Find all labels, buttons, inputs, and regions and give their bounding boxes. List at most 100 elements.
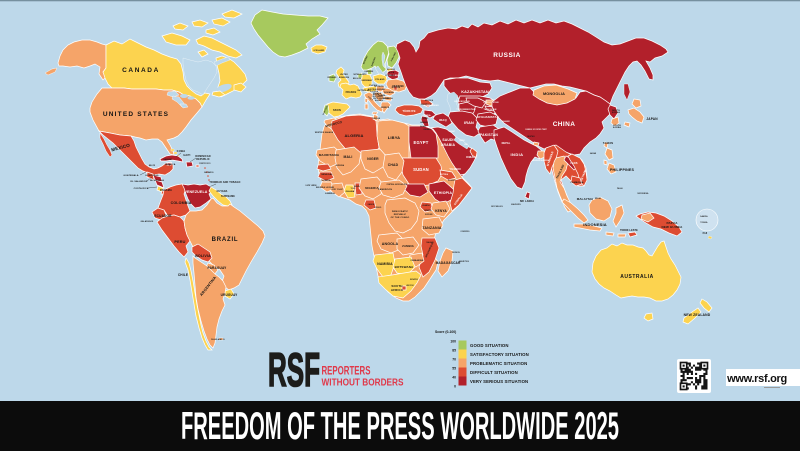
svg-text:THAILAND: THAILAND <box>555 164 565 180</box>
svg-text:HUNGARY: HUNGARY <box>376 88 386 91</box>
svg-text:CHINESE OCCUPIED TIBET: CHINESE OCCUPIED TIBET <box>525 129 547 131</box>
svg-text:SPAIN: SPAIN <box>333 109 341 112</box>
svg-text:ZAMBIA: ZAMBIA <box>402 244 414 248</box>
svg-text:ROMANIA: ROMANIA <box>384 91 394 94</box>
svg-text:KINGDOM: KINGDOM <box>339 77 349 79</box>
svg-text:CUBA: CUBA <box>177 149 186 153</box>
svg-text:NEPAL: NEPAL <box>502 142 511 145</box>
svg-text:BARBADOS: BARBADOS <box>204 171 213 174</box>
svg-text:SATISFACTORY SITUATION: SATISFACTORY SITUATION <box>470 352 529 357</box>
svg-text:GUYANA: GUYANA <box>216 190 227 193</box>
svg-text:LEBANON: LEBANON <box>420 121 428 124</box>
svg-text:IRELAND: IRELAND <box>327 76 337 79</box>
svg-text:SOMALIA: SOMALIA <box>453 193 464 206</box>
svg-text:40: 40 <box>452 376 456 380</box>
svg-text:GERMANY: GERMANY <box>361 79 373 82</box>
svg-text:CYPRUS: CYPRUS <box>422 118 429 120</box>
svg-text:GREECE: GREECE <box>381 107 390 109</box>
svg-text:COLOMBIA: COLOMBIA <box>171 201 192 205</box>
svg-text:SIERRA LEONE: SIERRA LEONE <box>316 186 335 189</box>
svg-text:SWEDEN: SWEDEN <box>371 57 376 67</box>
svg-text:NAMIBIA: NAMIBIA <box>377 262 393 266</box>
svg-text:BHUTAN: BHUTAN <box>527 135 534 138</box>
svg-text:CAMBODIA: CAMBODIA <box>570 181 584 184</box>
svg-text:MONTENEGRO: MONTENEGRO <box>373 96 384 98</box>
svg-text:COMOROS: COMOROS <box>461 231 470 233</box>
svg-text:INDIA: INDIA <box>511 152 524 157</box>
svg-text:KYRGYZSTAN: KYRGYZSTAN <box>483 101 499 104</box>
svg-text:NORWAY: NORWAY <box>362 54 369 65</box>
svg-text:MADAGASCAR: MADAGASCAR <box>436 261 461 265</box>
svg-text:NIGER: NIGER <box>367 157 379 161</box>
svg-text:NETHERLANDS: NETHERLANDS <box>354 73 367 76</box>
svg-text:NIGERIA: NIGERIA <box>365 186 379 190</box>
svg-text:KENYA: KENYA <box>435 209 447 213</box>
svg-text:BOSNIA: BOSNIA <box>373 93 379 96</box>
svg-text:IVORY COAST: IVORY COAST <box>331 188 343 191</box>
svg-text:MALAYSIA: MALAYSIA <box>577 197 594 201</box>
svg-text:TUNISIA: TUNISIA <box>372 117 381 120</box>
svg-text:DOMINICAN: DOMINICAN <box>195 155 210 158</box>
svg-text:URUGUAY: URUGUAY <box>221 293 239 297</box>
svg-text:TAJIKISTAN: TAJIKISTAN <box>484 108 497 111</box>
svg-text:55: 55 <box>452 367 456 371</box>
svg-text:REPUBLIC: REPUBLIC <box>196 158 210 161</box>
svg-text:BURUNDI: BURUNDI <box>425 214 433 216</box>
svg-text:KOREA: KOREA <box>612 111 620 114</box>
svg-text:UNITED STATES: UNITED STATES <box>103 111 169 118</box>
svg-text:BELARUS: BELARUS <box>388 74 400 77</box>
svg-text:MOLDOVA: MOLDOVA <box>392 86 401 89</box>
svg-text:CROATIA: CROATIA <box>373 92 382 95</box>
svg-text:PALAU: PALAU <box>617 187 623 190</box>
svg-text:JAMAICA: JAMAICA <box>164 163 175 166</box>
svg-text:BULGARIA: BULGARIA <box>383 97 393 100</box>
svg-text:GUATEMALA: GUATEMALA <box>123 174 138 177</box>
svg-text:LITHUANIA: LITHUANIA <box>385 74 395 77</box>
svg-text:BELIZE: BELIZE <box>149 165 155 167</box>
svg-text:85: 85 <box>452 349 456 353</box>
svg-text:PROBLEMATIC SITUATION: PROBLEMATIC SITUATION <box>470 361 527 366</box>
svg-text:VENEZUELA: VENEZUELA <box>184 190 207 194</box>
svg-text:FINLAND: FINLAND <box>390 51 397 62</box>
svg-text:JAPAN: JAPAN <box>646 117 658 121</box>
svg-text:ZIMBABWE: ZIMBABWE <box>410 259 424 262</box>
svg-text:AUSTRALIA: AUSTRALIA <box>620 274 653 280</box>
svg-text:BENIN: BENIN <box>354 186 359 188</box>
svg-text:DENMARK: DENMARK <box>365 70 374 73</box>
svg-text:IRAN: IRAN <box>464 121 474 125</box>
svg-text:UAE: UAE <box>464 143 467 146</box>
svg-text:SERBIA: SERBIA <box>379 94 387 97</box>
svg-text:REUNION: REUNION <box>452 252 459 254</box>
svg-text:PHILIPPINES: PHILIPPINES <box>610 168 634 172</box>
svg-text:CHAD: CHAD <box>388 163 399 167</box>
svg-text:UKRAINE: UKRAINE <box>392 85 404 88</box>
svg-text:KAZAKHSTAN: KAZAKHSTAN <box>461 90 489 94</box>
svg-text:TONGA: TONGA <box>700 221 708 224</box>
svg-text:MOZAMBIQUE: MOZAMBIQUE <box>425 241 435 258</box>
svg-text:SURINAME: SURINAME <box>221 195 235 198</box>
svg-text:EGYPT: EGYPT <box>414 140 429 145</box>
svg-text:ESWATINI: ESWATINI <box>410 278 418 281</box>
svg-text:CAMEROON: CAMEROON <box>378 188 392 191</box>
svg-text:NORTH: NORTH <box>612 110 620 112</box>
svg-text:WITHOUT BORDERS: WITHOUT BORDERS <box>322 378 404 389</box>
svg-text:HONDURAS: HONDURAS <box>145 174 159 177</box>
svg-text:ETHIOPIA: ETHIOPIA <box>434 191 452 195</box>
svg-text:KUWAIT: KUWAIT <box>449 130 455 133</box>
svg-text:AFRICA: AFRICA <box>391 288 404 292</box>
svg-text:INDONESIA: INDONESIA <box>583 222 607 227</box>
svg-text:TOGO: TOGO <box>351 188 356 190</box>
svg-text:OMAN: OMAN <box>466 155 476 159</box>
svg-text:RWANDA: RWANDA <box>424 209 431 212</box>
svg-text:CZECHIA: CZECHIA <box>369 84 378 87</box>
svg-text:CHILE: CHILE <box>178 273 188 277</box>
svg-text:www.rsf.org: www.rsf.org <box>726 373 787 385</box>
svg-text:POLAND: POLAND <box>375 78 385 81</box>
svg-text:NICARAGUA: NICARAGUA <box>150 179 164 182</box>
svg-text:ESTONIA: ESTONIA <box>387 68 395 71</box>
svg-text:GEORGIA: GEORGIA <box>421 103 432 106</box>
svg-text:EL SALVADOR: EL SALVADOR <box>131 180 148 183</box>
svg-text:MOROCCO: MOROCCO <box>325 120 343 128</box>
svg-text:DEMOCRATIC: DEMOCRATIC <box>392 210 408 213</box>
svg-text:FRANCE: FRANCE <box>346 91 357 94</box>
